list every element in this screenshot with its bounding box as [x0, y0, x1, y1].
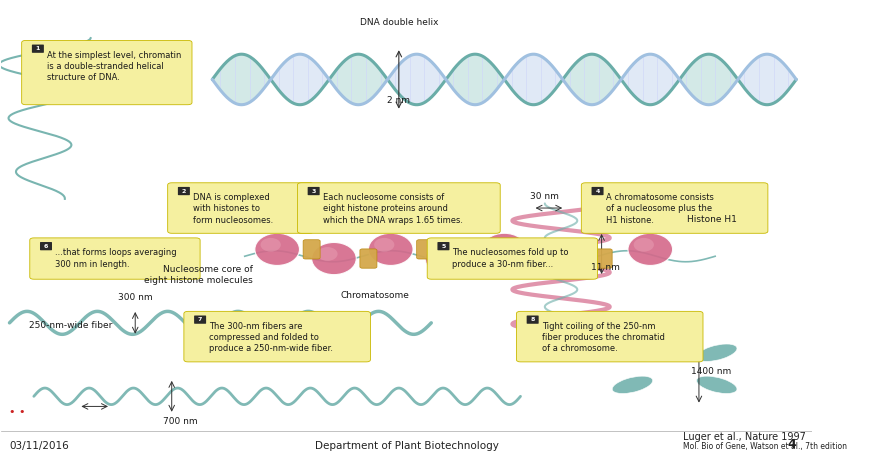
Text: 30 nm: 30 nm: [530, 192, 559, 201]
Ellipse shape: [374, 238, 394, 252]
Text: 300 nm: 300 nm: [118, 293, 152, 302]
Text: Each nucleosome consists of
eight histone proteins around
which the DNA wraps 1.: Each nucleosome consists of eight histon…: [322, 193, 462, 225]
Text: 7: 7: [197, 317, 202, 322]
FancyBboxPatch shape: [591, 187, 603, 195]
Ellipse shape: [430, 247, 451, 261]
Text: 250-nm-wide fiber: 250-nm-wide fiber: [29, 321, 112, 329]
FancyBboxPatch shape: [168, 183, 314, 233]
Text: 1: 1: [36, 46, 40, 51]
Ellipse shape: [425, 243, 469, 274]
Ellipse shape: [633, 238, 653, 252]
Text: 5: 5: [441, 243, 445, 249]
Ellipse shape: [627, 233, 672, 266]
Text: Chromatosome: Chromatosome: [340, 291, 408, 300]
Text: Nucleosome core of
eight histone molecules: Nucleosome core of eight histone molecul…: [144, 266, 253, 285]
Text: 3: 3: [311, 188, 315, 194]
Text: DNA is complexed
with histones to
form nucleosomes.: DNA is complexed with histones to form n…: [193, 193, 273, 225]
FancyBboxPatch shape: [529, 240, 547, 259]
FancyBboxPatch shape: [580, 183, 767, 233]
Ellipse shape: [488, 238, 507, 252]
Ellipse shape: [552, 247, 572, 261]
FancyBboxPatch shape: [22, 40, 192, 105]
Text: 700 nm: 700 nm: [163, 417, 197, 426]
Ellipse shape: [612, 376, 652, 394]
Text: 8: 8: [530, 317, 534, 322]
FancyBboxPatch shape: [437, 242, 449, 250]
FancyBboxPatch shape: [516, 311, 702, 362]
FancyBboxPatch shape: [594, 249, 612, 268]
Ellipse shape: [317, 247, 337, 261]
Text: A chromatosome consists
of a nucleosome plus the
H1 histone.: A chromatosome consists of a nucleosome …: [606, 193, 713, 225]
Text: Department of Plant Biotechnology: Department of Plant Biotechnology: [315, 440, 498, 450]
FancyBboxPatch shape: [416, 240, 434, 259]
Ellipse shape: [368, 233, 413, 266]
Text: 4: 4: [594, 188, 599, 194]
Text: ...that forms loops averaging
300 nm in length.: ...that forms loops averaging 300 nm in …: [55, 249, 176, 268]
FancyBboxPatch shape: [360, 249, 376, 268]
FancyBboxPatch shape: [40, 242, 52, 250]
Ellipse shape: [612, 344, 652, 361]
FancyBboxPatch shape: [526, 316, 538, 324]
Text: Luger et al., Nature 1997: Luger et al., Nature 1997: [682, 432, 805, 442]
Text: 1400 nm: 1400 nm: [690, 366, 730, 376]
Text: Tight coiling of the 250-nm
fiber produces the chromatid
of a chromosome.: Tight coiling of the 250-nm fiber produc…: [541, 322, 664, 353]
Text: 4: 4: [786, 438, 795, 450]
Ellipse shape: [547, 243, 591, 274]
FancyBboxPatch shape: [177, 187, 189, 195]
Text: 2: 2: [182, 188, 186, 194]
FancyBboxPatch shape: [32, 44, 43, 53]
FancyBboxPatch shape: [308, 187, 319, 195]
Text: 2 nm: 2 nm: [387, 96, 410, 104]
FancyBboxPatch shape: [194, 316, 206, 324]
FancyBboxPatch shape: [183, 311, 370, 362]
Ellipse shape: [696, 344, 736, 361]
FancyBboxPatch shape: [297, 183, 500, 233]
Ellipse shape: [255, 233, 299, 266]
Ellipse shape: [311, 243, 355, 274]
Text: The nucleosomes fold up to
produce a 30-nm fiber...: The nucleosomes fold up to produce a 30-…: [452, 249, 568, 268]
Text: 11 nm: 11 nm: [591, 263, 620, 272]
Text: Histone H1: Histone H1: [686, 215, 736, 224]
Ellipse shape: [260, 238, 281, 252]
Text: DNA double helix: DNA double helix: [359, 18, 438, 27]
Text: Mol. Bio of Gene, Watson et al., 7th edition: Mol. Bio of Gene, Watson et al., 7th edi…: [682, 442, 846, 450]
Text: 03/11/2016: 03/11/2016: [10, 440, 70, 450]
FancyBboxPatch shape: [473, 249, 490, 268]
Ellipse shape: [696, 376, 736, 394]
Text: • •: • •: [10, 407, 26, 417]
Text: The 300-nm fibers are
compressed and folded to
produce a 250-nm-wide fiber.: The 300-nm fibers are compressed and fol…: [209, 322, 333, 353]
Ellipse shape: [481, 233, 526, 266]
FancyBboxPatch shape: [427, 238, 597, 279]
Text: 6: 6: [43, 243, 48, 249]
FancyBboxPatch shape: [30, 238, 200, 279]
Text: At the simplest level, chromatin
is a double-stranded helical
structure of DNA.: At the simplest level, chromatin is a do…: [47, 51, 181, 82]
FancyBboxPatch shape: [302, 240, 320, 259]
